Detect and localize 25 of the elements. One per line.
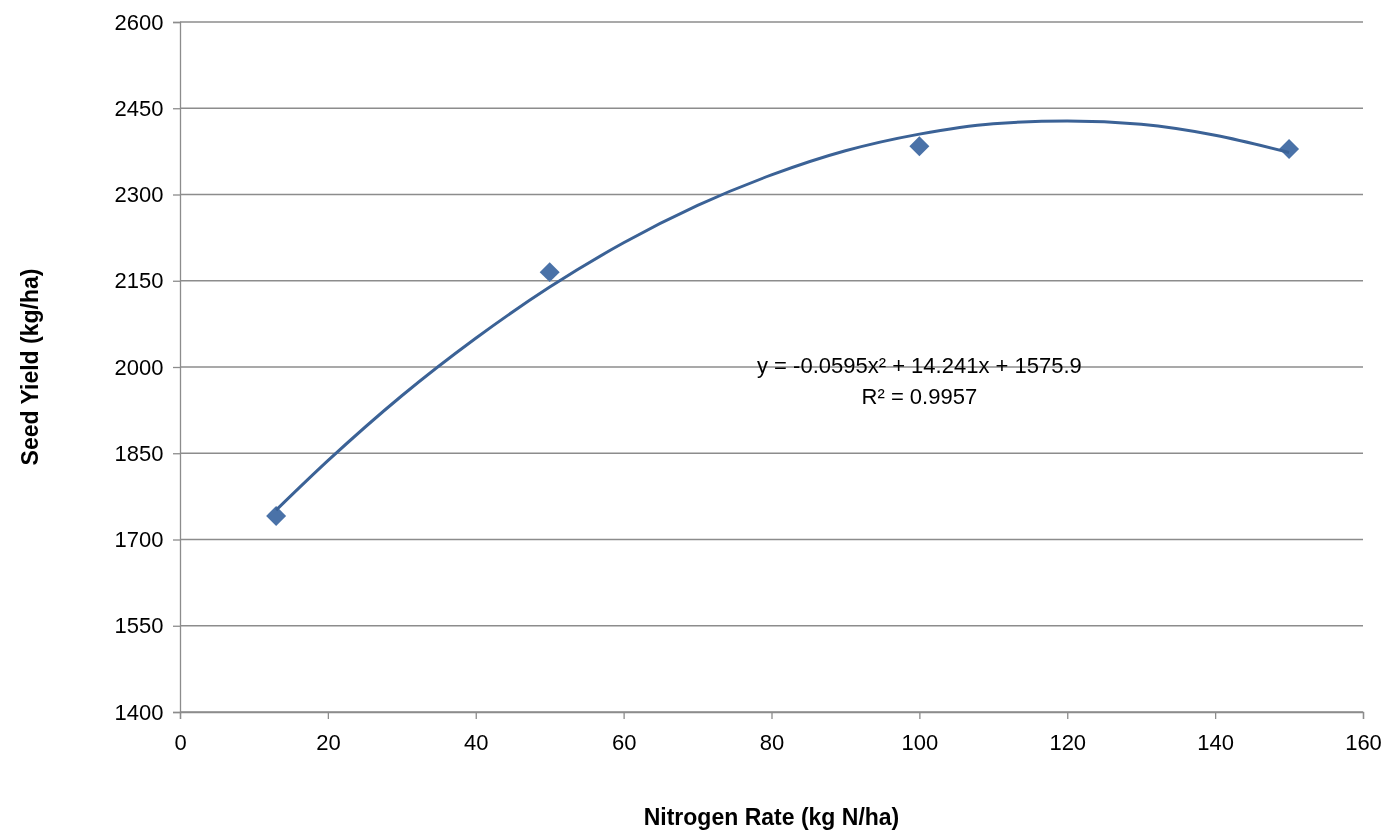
- x-tick-label: 60: [611, 729, 637, 755]
- y-tick-label: 2000: [114, 354, 164, 380]
- y-tick-label: 1400: [114, 699, 164, 725]
- x-tick-label: 0: [174, 729, 187, 755]
- y-tick-label: 2150: [114, 268, 164, 294]
- point: [909, 136, 930, 157]
- y-tick-label: 2300: [114, 182, 164, 208]
- x-tick-label: 160: [1345, 729, 1382, 755]
- y-axis-title: Seed Yield (kg/ha): [17, 268, 43, 466]
- annotation: R² = 0.9957: [861, 383, 978, 409]
- point: [539, 262, 560, 283]
- point: [266, 505, 287, 526]
- x-axis-title: Nitrogen Rate (kg N/ha): [643, 804, 900, 830]
- x-tick-label: 80: [759, 729, 785, 755]
- x-tick-label: 40: [464, 729, 489, 755]
- y-tick-label: 1550: [114, 613, 164, 639]
- y-tick-label: 1700: [114, 527, 164, 553]
- x-tick-label: 140: [1197, 729, 1234, 755]
- x-tick-label: 20: [316, 729, 341, 755]
- x-tick-label: 100: [901, 729, 939, 755]
- y-tick-label: 2600: [114, 9, 164, 35]
- annotation: y = -0.0595x² + 14.241x + 1575.9: [757, 352, 1082, 378]
- y-tick-label: 2450: [114, 95, 164, 121]
- y-tick-label: 1850: [114, 440, 164, 466]
- x-tick-label: 120: [1049, 729, 1087, 755]
